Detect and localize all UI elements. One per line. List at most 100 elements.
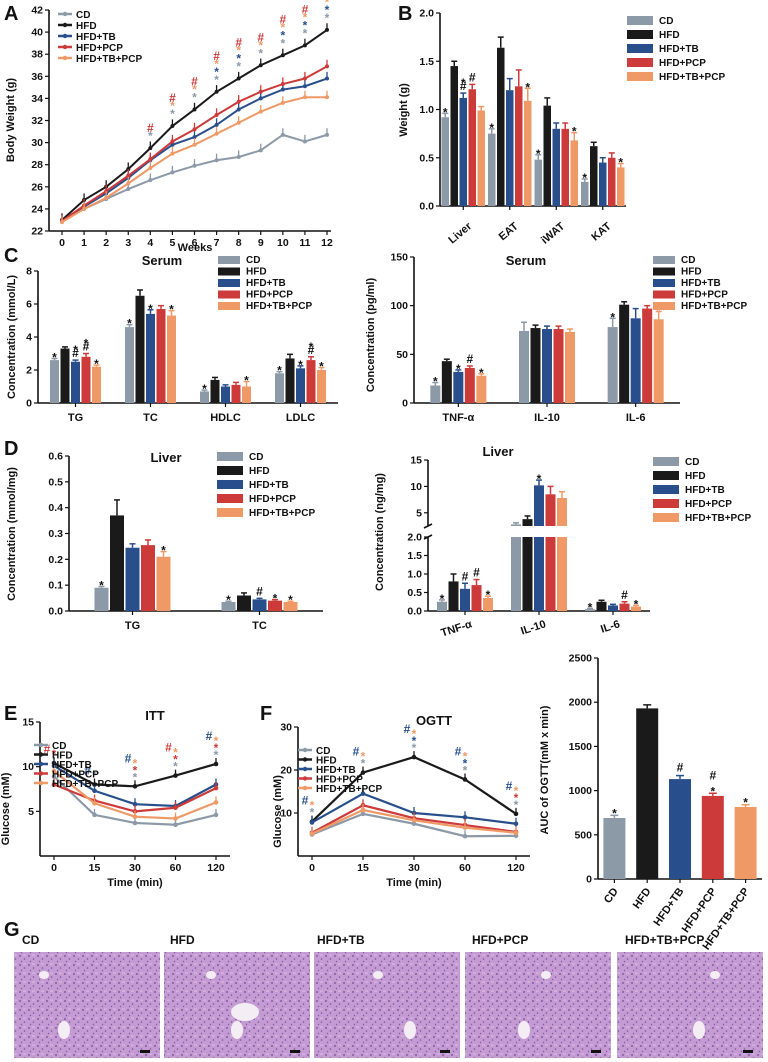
bar xyxy=(653,319,664,403)
data-point xyxy=(280,87,285,92)
legend-swatch xyxy=(218,256,240,264)
bar xyxy=(437,601,447,611)
data-point xyxy=(360,791,366,796)
y-tick-label: 0.5 xyxy=(407,587,422,599)
data-point xyxy=(173,816,178,821)
x-tick-label: 6 xyxy=(192,237,198,249)
significance-hash: # xyxy=(84,764,91,778)
significance-star: * xyxy=(173,746,178,760)
y-tick-label: 28 xyxy=(31,159,43,171)
bar xyxy=(141,545,155,611)
vessel-lumen xyxy=(231,1003,259,1021)
bar xyxy=(146,313,155,403)
significance-star: * xyxy=(148,129,153,143)
significance-star: * xyxy=(236,44,241,58)
x-tick-label: 0 xyxy=(51,862,57,874)
chart-title: Liver xyxy=(482,444,513,459)
bar xyxy=(448,581,459,611)
data-point xyxy=(132,814,138,819)
category-label: TC xyxy=(143,412,158,424)
significance-star: * xyxy=(92,769,97,783)
legend-marker xyxy=(302,785,308,791)
legend-swatch xyxy=(217,466,243,475)
y-tick-label: 8 xyxy=(26,266,32,278)
legend-marker xyxy=(62,55,68,61)
data-point xyxy=(170,170,175,175)
y-tick-label: 20 xyxy=(280,765,292,777)
bar xyxy=(545,537,556,611)
legend-marker xyxy=(302,766,308,772)
data-point xyxy=(258,63,263,68)
y-tick-label: 22 xyxy=(31,226,43,238)
significance-star: * xyxy=(52,747,57,761)
legend-swatch xyxy=(653,457,679,466)
data-point xyxy=(214,158,219,163)
significance-star: * xyxy=(572,125,577,139)
significance-star: * xyxy=(173,760,178,774)
bar xyxy=(596,601,607,611)
bar xyxy=(306,360,316,403)
category-label: TG xyxy=(125,620,140,632)
data-point xyxy=(236,107,241,112)
legend-label: HFD+TB xyxy=(249,480,289,491)
legend-label: HFD xyxy=(659,30,680,41)
x-tick-label: 2 xyxy=(103,237,109,249)
chart-title: Serum xyxy=(506,253,546,268)
bar xyxy=(630,318,641,403)
significance-star: * xyxy=(214,748,219,762)
histology-label: HFD+TB xyxy=(317,933,365,947)
bar xyxy=(283,601,298,611)
y-tick-label: 10 xyxy=(410,481,422,493)
x-tick-label: 60 xyxy=(459,862,471,874)
significance-star: * xyxy=(133,770,138,784)
legend-swatch xyxy=(627,16,653,25)
significance-star: * xyxy=(258,46,263,60)
histology-label: HFD+PCP xyxy=(472,933,528,947)
y-tick-label: 0.6 xyxy=(48,451,63,463)
data-point xyxy=(258,96,263,101)
data-point xyxy=(462,825,468,830)
data-point xyxy=(236,120,241,125)
data-point xyxy=(170,139,175,144)
data-point xyxy=(462,815,468,820)
panel-letter: A xyxy=(4,3,18,25)
data-point xyxy=(302,43,307,48)
bar xyxy=(317,370,326,403)
x-tick-label: 15 xyxy=(357,862,369,874)
data-point xyxy=(360,770,366,775)
data-point xyxy=(280,100,285,105)
y-tick-label: 0.0 xyxy=(407,606,422,618)
legend-marker xyxy=(38,771,44,776)
legend-marker xyxy=(62,11,68,17)
bar xyxy=(619,304,630,403)
bar xyxy=(156,556,171,611)
vessel-lumen xyxy=(710,971,720,979)
data-point xyxy=(214,122,219,127)
category-label: iWAT xyxy=(539,220,567,247)
bar xyxy=(552,128,560,206)
significance-hash: # xyxy=(235,36,242,50)
x-tick-label: 11 xyxy=(299,237,310,249)
data-point xyxy=(213,785,219,791)
panel-letter: B xyxy=(398,3,412,25)
y-tick-label: 0.4 xyxy=(48,502,63,514)
data-point xyxy=(82,206,87,211)
bar xyxy=(557,498,567,526)
data-point xyxy=(325,95,329,100)
data-point xyxy=(236,76,241,81)
significance-star: * xyxy=(192,90,197,104)
significance-star: * xyxy=(412,734,417,748)
data-point xyxy=(513,811,519,817)
significance-star: * xyxy=(463,749,468,763)
x-tick-label: 60 xyxy=(170,862,182,874)
data-point xyxy=(213,800,219,805)
significance-star: * xyxy=(743,796,748,810)
data-point xyxy=(213,761,219,767)
bar xyxy=(530,328,541,403)
significance-star: * xyxy=(127,317,132,331)
x-tick-label: 8 xyxy=(236,237,242,249)
significance-star: * xyxy=(170,107,175,121)
data-point xyxy=(170,124,175,129)
panel-letter: F xyxy=(260,703,272,725)
significance-hash: # xyxy=(302,794,309,808)
